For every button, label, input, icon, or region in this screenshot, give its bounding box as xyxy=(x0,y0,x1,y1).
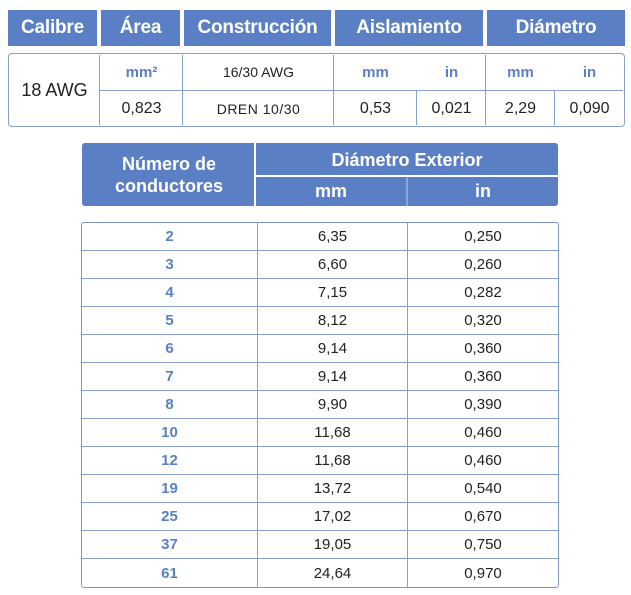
diametro-mm-cell: 9,14 xyxy=(258,363,408,390)
divider xyxy=(99,90,623,92)
conductores-cell: 10 xyxy=(82,419,258,446)
header-diametro: Diámetro xyxy=(487,10,625,46)
conductores-cell: 6 xyxy=(82,335,258,362)
diametro-mm-cell: 11,68 xyxy=(258,447,408,474)
aislamiento-unit-mm: mm xyxy=(362,63,389,81)
diametro-value-in: 0,090 xyxy=(569,99,610,117)
conductores-cell: 37 xyxy=(82,531,258,558)
diametro-in-cell: 0,970 xyxy=(464,564,502,582)
construccion-top: 16/30 AWG xyxy=(222,64,295,80)
header-unit-in: in xyxy=(475,181,491,201)
divider xyxy=(554,90,556,125)
conductores-cell: 61 xyxy=(82,559,258,587)
diametro-mm-cell: 6,60 xyxy=(258,251,408,278)
table-row: 6 9,14 0,360 xyxy=(82,335,558,363)
diametro-in-cell: 0,282 xyxy=(464,284,502,301)
table-row: 10 11,68 0,460 xyxy=(82,419,558,447)
bottom-table-header xyxy=(82,143,558,206)
conductores-cell: 12 xyxy=(82,447,258,474)
diametro-unit-mm: mm xyxy=(507,63,534,81)
diametro-mm-cell: 24,64 xyxy=(258,559,408,587)
diametro-in-cell: 0,670 xyxy=(464,508,502,525)
conductores-cell: 25 xyxy=(82,503,258,530)
diametro-mm-cell: 19,05 xyxy=(258,531,408,558)
conductores-cell: 7 xyxy=(82,363,258,390)
diametro-mm-cell: 17,02 xyxy=(258,503,408,530)
diametro-in-cell: 0,390 xyxy=(464,396,502,413)
diametro-in-cell: 0,320 xyxy=(464,312,502,329)
header-divider-vertical xyxy=(254,143,256,206)
table-row: 12 11,68 0,460 xyxy=(82,447,558,475)
table-row: 37 19,05 0,750 xyxy=(82,531,558,559)
divider xyxy=(416,90,418,125)
area-unit: mm² xyxy=(125,63,158,81)
diametro-in-cell: 0,360 xyxy=(464,340,502,357)
diametro-in-cell: 0,250 xyxy=(464,228,502,245)
table-row: 4 7,15 0,282 xyxy=(82,279,558,307)
diametro-mm-cell: 11,68 xyxy=(258,419,408,446)
conductores-cell: 2 xyxy=(82,223,258,250)
bottom-table-body: 2 6,35 0,250 3 6,60 0,260 4 7,15 0,282 5 8,12 0,320… xyxy=(81,222,559,588)
diametro-unit-in: in xyxy=(582,63,597,81)
aislamiento-value-mm: 0,53 xyxy=(359,99,392,117)
table-row: 7 9,14 0,360 xyxy=(82,363,558,391)
table-row: 8 9,90 0,390 xyxy=(82,391,558,419)
header-area: Área xyxy=(101,10,180,46)
aislamiento-unit-in: in xyxy=(444,63,459,81)
aislamiento-value-in: 0,021 xyxy=(431,99,472,117)
diametro-in-cell: 0,260 xyxy=(464,256,502,273)
header-construccion: Construcción xyxy=(184,10,331,46)
diametro-mm-cell: 8,12 xyxy=(258,307,408,334)
diametro-mm-cell: 9,90 xyxy=(258,391,408,418)
diametro-in-cell: 0,460 xyxy=(464,424,502,441)
diametro-mm-cell: 7,15 xyxy=(258,279,408,306)
diametro-in-cell: 0,750 xyxy=(464,536,502,553)
diametro-mm-cell: 9,14 xyxy=(258,335,408,362)
header-diametro-exterior: Diámetro Exterior xyxy=(331,149,483,170)
diametro-mm-cell: 13,72 xyxy=(258,475,408,502)
header-divider-horizontal xyxy=(256,175,558,177)
diametro-value-mm: 2,29 xyxy=(504,99,537,117)
diametro-in-cell: 0,360 xyxy=(464,368,502,385)
header-divider-units xyxy=(406,177,408,206)
table-row: 61 24,64 0,970 xyxy=(82,559,558,587)
conductores-cell: 5 xyxy=(82,307,258,334)
diametro-in-cell: 0,460 xyxy=(464,452,502,469)
header-unit-mm: mm xyxy=(314,181,347,201)
table-row: 25 17,02 0,670 xyxy=(82,503,558,531)
conductores-cell: 8 xyxy=(82,391,258,418)
header-aislamiento: Aislamiento xyxy=(335,10,483,46)
diametro-mm-cell: 6,35 xyxy=(258,223,408,250)
table-row: 3 6,60 0,260 xyxy=(82,251,558,279)
area-value: 0,823 xyxy=(121,99,162,117)
diametro-in-cell: 0,540 xyxy=(464,480,502,497)
conductores-cell: 3 xyxy=(82,251,258,278)
table-row: 5 8,12 0,320 xyxy=(82,307,558,335)
calibre-value: 18 AWG xyxy=(21,79,88,100)
conductores-cell: 19 xyxy=(82,475,258,502)
header-calibre: Calibre xyxy=(8,10,97,46)
conductores-cell: 4 xyxy=(82,279,258,306)
header-numero-conductores: Número de conductores xyxy=(114,154,224,196)
construccion-bottom: DREN 10/30 xyxy=(216,100,301,117)
table-row: 2 6,35 0,250 xyxy=(82,223,558,251)
table-row: 19 13,72 0,540 xyxy=(82,475,558,503)
